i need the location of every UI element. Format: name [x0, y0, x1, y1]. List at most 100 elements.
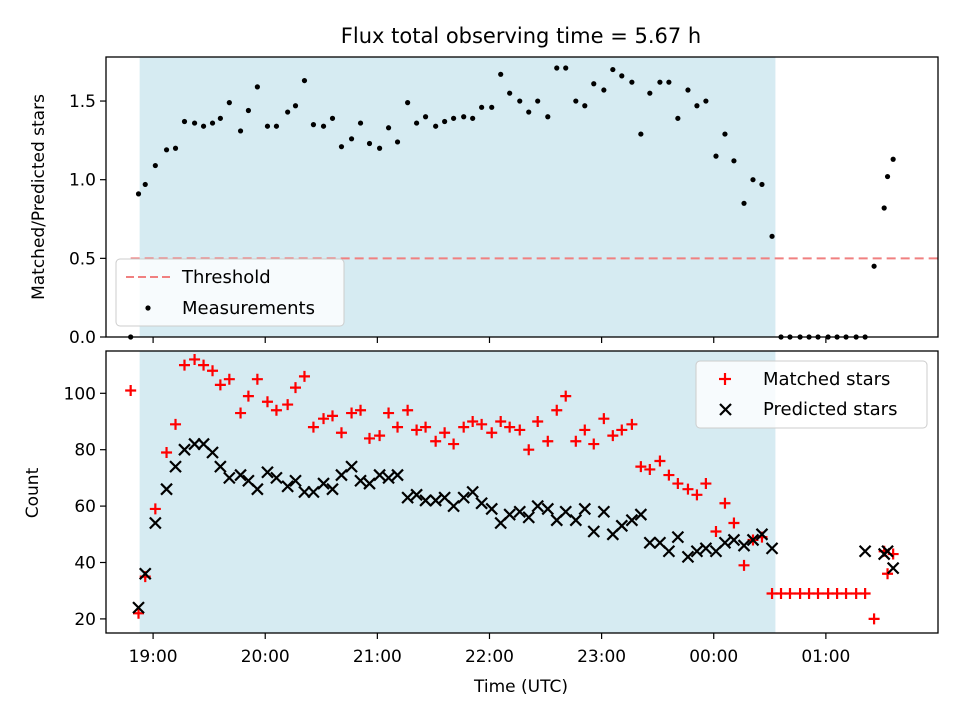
predicted-star-marker [886, 561, 900, 575]
matched-stars-layer [125, 353, 899, 625]
matched-star-marker [327, 410, 339, 422]
matched-star-marker [672, 478, 684, 490]
measurement-point [573, 98, 579, 104]
matched-star-marker [223, 373, 235, 385]
matched-star-marker [486, 427, 498, 439]
predicted-star-marker [485, 502, 499, 516]
measurement-point [226, 100, 232, 106]
predicted-star-marker [615, 519, 629, 533]
matched-star-marker [532, 416, 544, 427]
predicted-star-marker [188, 437, 201, 451]
legend-measurements-label: Measurements [182, 298, 315, 319]
measurement-point [554, 65, 560, 71]
measurement-point [422, 114, 429, 120]
matched-star-marker [654, 455, 666, 467]
matched-star-marker [495, 416, 507, 427]
matched-star-marker [868, 613, 880, 625]
bottom-panel: 20 40 60 80 100 19:00 20:00 21:00 22:00 23:00 00:… [23, 350, 939, 697]
predicted-star-marker [690, 544, 704, 558]
predicted-star-marker [699, 542, 713, 555]
measurement-point [582, 103, 588, 109]
measurement-point [181, 118, 188, 125]
predicted-star-marker [681, 550, 695, 564]
matched-star-marker [812, 588, 824, 600]
matched-star-marker [282, 399, 294, 411]
predicted-star-marker [326, 482, 339, 496]
measurement-point [713, 153, 719, 159]
matched-star-marker [251, 373, 263, 385]
predicted-star-marker [531, 499, 544, 513]
predicted-star-marker [401, 491, 414, 504]
matched-star-marker [318, 413, 330, 425]
predicted-star-marker [234, 468, 247, 482]
predicted-star-marker [160, 482, 173, 496]
measurement-point [329, 115, 336, 121]
x-tick-label: 19:00 [129, 647, 178, 667]
y-tick-label: 0.0 [69, 328, 96, 348]
measurement-point [489, 104, 495, 110]
matched-star-marker [420, 421, 432, 433]
matched-star-marker [579, 424, 591, 436]
matched-star-marker [335, 427, 347, 439]
matched-star-marker [411, 424, 423, 436]
predicted-star-marker [138, 567, 152, 581]
predicted-star-marker [335, 468, 348, 482]
predicted-star-marker [662, 544, 676, 558]
matched-star-marker [738, 559, 750, 571]
matched-star-marker [270, 404, 282, 416]
top-x-axis [152, 337, 827, 343]
predicted-star-marker [746, 533, 760, 547]
predicted-star-marker [513, 505, 527, 519]
predicted-star-marker [149, 516, 162, 530]
measurement-point [310, 122, 317, 128]
matched-star-marker [235, 407, 247, 419]
matched-star-marker [504, 421, 516, 433]
measurement-point [884, 173, 891, 180]
measurement-point [619, 73, 625, 79]
measurement-point [703, 98, 709, 104]
matched-star-marker [728, 517, 740, 529]
matched-star-marker [682, 483, 694, 495]
measurement-point [172, 145, 179, 151]
measurement-point [507, 90, 513, 96]
measurement-point [451, 115, 457, 121]
predicted-star-marker [457, 491, 470, 504]
predicted-star-marker [727, 533, 741, 547]
x-tick-label: 22:00 [465, 647, 514, 667]
matched-star-marker [430, 435, 442, 447]
measurement-point [731, 158, 737, 164]
matched-star-marker [719, 497, 731, 509]
measurement-point [394, 139, 401, 145]
matched-star-marker [298, 370, 310, 382]
matched-star-marker [840, 588, 852, 600]
matched-star-marker [439, 427, 451, 439]
measurement-point [135, 191, 142, 197]
matched-star-marker [467, 416, 479, 427]
bottom-legend: Matched stars Predicted stars [695, 360, 928, 429]
predicted-star-marker [858, 544, 872, 558]
measurement-point [759, 181, 765, 188]
matched-star-marker [346, 407, 358, 419]
measurement-point [498, 71, 504, 77]
matched-star-marker [448, 438, 460, 450]
measurement-point [657, 79, 663, 85]
measurement-point [461, 114, 467, 120]
top-legend: Threshold Measurements [115, 258, 345, 327]
predicted-stars-layer [132, 437, 900, 614]
measurement-point [545, 114, 551, 120]
predicted-star-marker [671, 530, 685, 544]
predicted-star-marker [569, 513, 583, 527]
predicted-star-marker [419, 494, 432, 507]
y-tick-label: 0.5 [69, 249, 96, 269]
predicted-star-marker [503, 508, 516, 521]
measurement-point [647, 90, 653, 96]
predicted-star-marker [289, 474, 302, 487]
measurement-point [348, 136, 355, 142]
predicted-star-marker [298, 485, 311, 499]
matched-star-marker [149, 503, 161, 515]
predicted-star-marker [447, 499, 460, 513]
predicted-star-marker [345, 460, 358, 473]
predicted-star-marker [643, 536, 657, 550]
chart-title: Flux total observing time = 5.67 h [341, 24, 701, 48]
measurement-point [881, 205, 887, 211]
